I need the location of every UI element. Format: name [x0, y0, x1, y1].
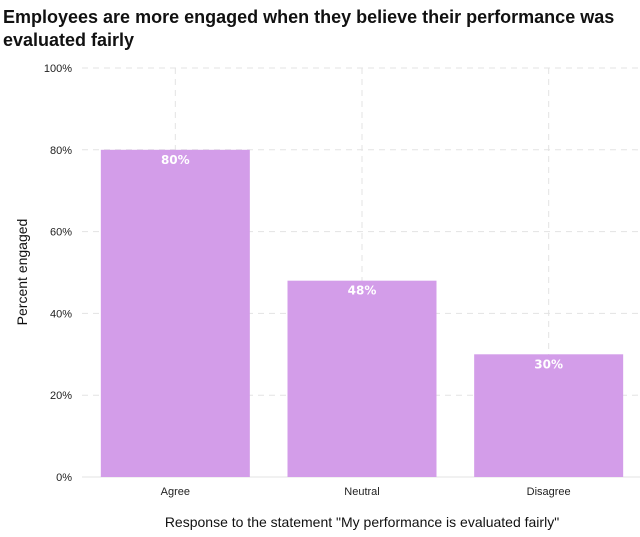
- y-tick-label: 40%: [50, 308, 72, 320]
- data-label: 30%: [534, 357, 563, 371]
- x-axis-title: Response to the statement "My performanc…: [165, 514, 559, 530]
- bar-disagree: [474, 354, 624, 477]
- y-tick-label: 80%: [50, 145, 72, 157]
- bar-agree: [100, 149, 250, 478]
- chart-title: Employees are more engaged when they bel…: [3, 7, 615, 50]
- y-tick-label: 100%: [44, 63, 72, 75]
- data-label: 80%: [161, 153, 190, 167]
- bar-layer: [100, 149, 624, 478]
- y-tick-label: 60%: [50, 227, 72, 239]
- label-layer: 0% 20% 40% 60% 80% 100% 80% Agree 48% Neutral 30% D…: [44, 63, 571, 498]
- x-tick-label: Neutral: [344, 486, 379, 498]
- x-tick-label: Agree: [161, 486, 190, 498]
- data-label: 48%: [348, 284, 377, 298]
- x-tick-label: Disagree: [527, 486, 571, 498]
- y-tick-label: 20%: [50, 390, 72, 402]
- y-axis-title: Percent engaged: [14, 219, 30, 326]
- bar-neutral: [287, 280, 437, 477]
- y-tick-label: 0%: [56, 472, 72, 484]
